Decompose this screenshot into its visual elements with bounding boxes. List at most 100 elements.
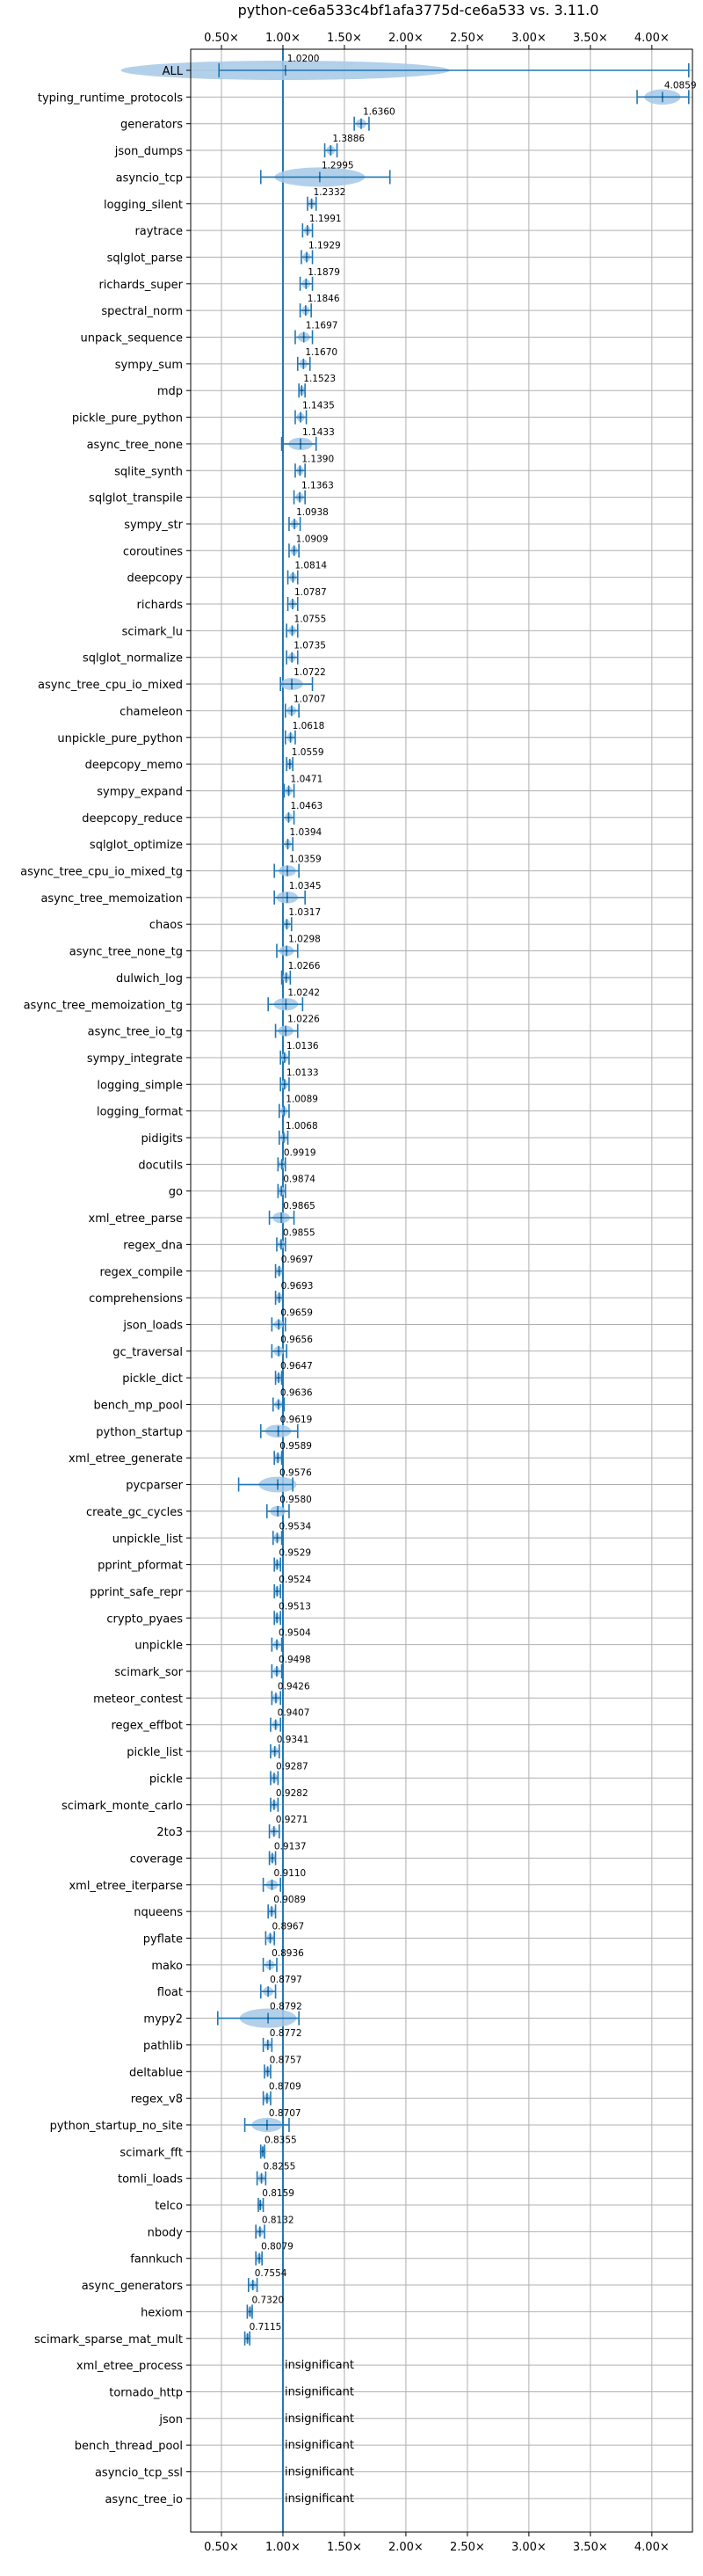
x-tick-label-bottom: 2.00×	[388, 2541, 424, 2554]
value-label: 0.9282	[276, 1788, 308, 1799]
mean-point	[293, 549, 295, 552]
value-label: 0.9426	[278, 1681, 310, 1692]
benchmark-name-label: nbody	[148, 2226, 184, 2239]
y-axis-labels: ALL typing_runtime_protocols generators jso…	[20, 65, 191, 2507]
benchmark-name-label: unpickle	[134, 1640, 183, 1653]
value-label: 1.0909	[296, 534, 329, 544]
value-label: 0.9855	[283, 1227, 315, 1238]
mean-point	[277, 1350, 280, 1353]
benchmark-name-label: regex_v8	[131, 2093, 183, 2107]
benchmark-name-label: pidigits	[141, 1132, 184, 1146]
value-label: 0.9619	[280, 1415, 313, 1425]
mean-point	[287, 790, 290, 792]
value-label: 1.6360	[363, 107, 395, 118]
x-axis: 0.50× 0.50× 1.00× 1.00× 1.50× 1.50× 2.00× 2.00×…	[204, 32, 670, 2554]
benchmark-name-label: richards	[137, 599, 184, 612]
mean-point	[266, 2070, 269, 2073]
value-label: 0.9636	[280, 1388, 313, 1399]
benchmark-name-label: deltablue	[129, 2066, 183, 2079]
mean-point	[261, 2150, 265, 2153]
value-label: 1.0394	[289, 827, 322, 838]
value-label: 1.0559	[292, 747, 324, 758]
value-label: 1.0133	[286, 1067, 319, 1078]
benchmark-name-label: 2to3	[156, 1826, 183, 1839]
value-label: 1.0242	[287, 987, 320, 998]
benchmark-name-label: generators	[120, 119, 183, 132]
value-label: 1.3886	[332, 134, 365, 144]
value-label: 1.1390	[301, 454, 334, 464]
benchmark-name-label: pprint_pformat	[98, 1560, 183, 1573]
value-label: 0.9697	[281, 1255, 314, 1265]
benchmark-name-label: async_tree_io_tg	[88, 1026, 183, 1039]
benchmark-name-label: xml_etree_process	[76, 2360, 183, 2373]
value-label: 0.8255	[264, 2162, 296, 2172]
benchmark-name-label: richards_super	[98, 279, 183, 292]
benchmark-name-label: sympy_str	[124, 519, 183, 532]
benchmark-name-label: pprint_safe_repr	[90, 1586, 183, 1599]
mean-point	[276, 1483, 279, 1486]
value-label: 0.9589	[279, 1441, 312, 1452]
mean-point	[359, 122, 363, 125]
benchmark-name-label: deepcopy_reduce	[82, 812, 183, 826]
value-label: 1.0735	[294, 641, 326, 651]
benchmark-name-label: pickle_pure_python	[72, 412, 183, 426]
mean-point	[279, 1190, 283, 1192]
value-label: 0.9137	[274, 1841, 307, 1852]
benchmark-name-label: dulwich_log	[116, 972, 183, 986]
mean-point	[251, 2283, 254, 2287]
value-label: 1.0707	[294, 694, 326, 704]
value-label: 0.9874	[283, 1175, 315, 1185]
insignificant-label: insignificant	[285, 2466, 354, 2479]
value-label: 1.0317	[288, 907, 321, 918]
mean-point	[290, 709, 294, 712]
benchmark-name-label: mako	[151, 1960, 183, 1973]
value-label: 1.1670	[305, 347, 337, 358]
benchmark-name-label: tornado_http	[109, 2386, 183, 2399]
value-label: 1.1435	[302, 401, 335, 411]
value-label: 1.0938	[296, 507, 329, 518]
benchmark-name-label: asyncio_tcp_ssl	[95, 2467, 183, 2480]
value-label: 0.9504	[279, 1628, 311, 1639]
benchmark-name-label: pathlib	[143, 2040, 183, 2053]
x-tick-label-bottom: 3.00×	[511, 2541, 547, 2554]
benchmark-name-label: typing_runtime_protocols	[38, 91, 183, 105]
benchmark-name-label: hexiom	[141, 2306, 183, 2319]
mean-point	[284, 69, 286, 72]
mean-point	[661, 96, 664, 98]
mean-point	[269, 1937, 272, 1939]
value-label: 0.9498	[279, 1655, 311, 1665]
value-label: 0.9656	[280, 1335, 313, 1345]
benchmark-name-label: mdp	[157, 385, 183, 398]
value-label: 1.0787	[294, 587, 327, 598]
value-label: 1.0226	[287, 1015, 320, 1025]
value-labels: 1.0200 4.0859 1.6360 1.3886 1.2995 1.2332 1.19…	[250, 54, 697, 2506]
mean-point	[302, 336, 305, 338]
mean-point	[288, 762, 291, 766]
value-label: 0.8757	[270, 2055, 302, 2065]
mean-point	[286, 896, 288, 899]
benchmark-name-label: docutils	[138, 1159, 183, 1172]
mean-point	[291, 629, 294, 632]
value-label: 1.0089	[286, 1095, 318, 1105]
benchmark-name-label: nqueens	[134, 1906, 183, 1919]
value-label: 1.1363	[301, 481, 334, 491]
mean-point	[276, 1537, 279, 1539]
value-label: 1.0266	[288, 961, 321, 971]
benchmark-name-label: xml_etree_parse	[89, 1212, 183, 1226]
mean-point	[283, 1110, 286, 1112]
benchmark-name-label: go	[169, 1186, 183, 1199]
value-label: 0.8132	[262, 2215, 294, 2225]
benchmark-name-label: python_startup	[96, 1426, 183, 1439]
mean-point	[266, 2017, 270, 2019]
mean-point	[276, 1510, 279, 1513]
value-label: 0.9865	[283, 1201, 315, 1212]
value-label: 1.0755	[294, 614, 327, 624]
mean-point	[305, 282, 308, 285]
benchmark-name-label: async_tree_cpu_io_mixed	[38, 679, 183, 692]
x-tick-label-top: 2.50×	[450, 32, 485, 45]
mean-point	[276, 1590, 279, 1593]
mean-point	[304, 309, 307, 312]
value-label: 1.0618	[293, 721, 325, 731]
mean-point	[305, 256, 308, 258]
